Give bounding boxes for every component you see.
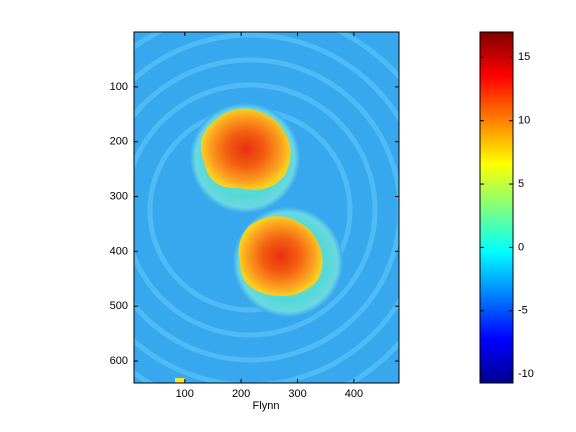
colorbar-tick-label: 5 <box>518 178 524 190</box>
colorbar-tick-label: -10 <box>518 368 534 380</box>
colorbar-tick-label: 0 <box>518 241 524 253</box>
colorbar-tick-label: -5 <box>518 305 528 317</box>
y-tick-label: 600 <box>110 355 128 367</box>
x-tick-label: 200 <box>232 388 250 400</box>
y-tick-label: 500 <box>110 300 128 312</box>
y-tick-label: 100 <box>110 81 128 93</box>
axes-box <box>133 31 400 384</box>
hot-spot <box>238 216 323 296</box>
x-tick-label: 400 <box>345 388 363 400</box>
y-tick-label: 400 <box>110 245 128 257</box>
edge-speck <box>175 378 185 383</box>
colorbar-tick-label: 15 <box>518 51 530 63</box>
y-tick-label: 300 <box>110 190 128 202</box>
hot-spot <box>201 108 291 190</box>
y-tick-label: 200 <box>110 136 128 148</box>
x-axis-label: Flynn <box>253 400 280 412</box>
colorbar <box>479 31 514 384</box>
x-tick-label: 100 <box>176 388 194 400</box>
heatmap-image <box>134 32 399 383</box>
colorbar-tick-label: 10 <box>518 115 530 127</box>
x-tick-label: 300 <box>288 388 306 400</box>
